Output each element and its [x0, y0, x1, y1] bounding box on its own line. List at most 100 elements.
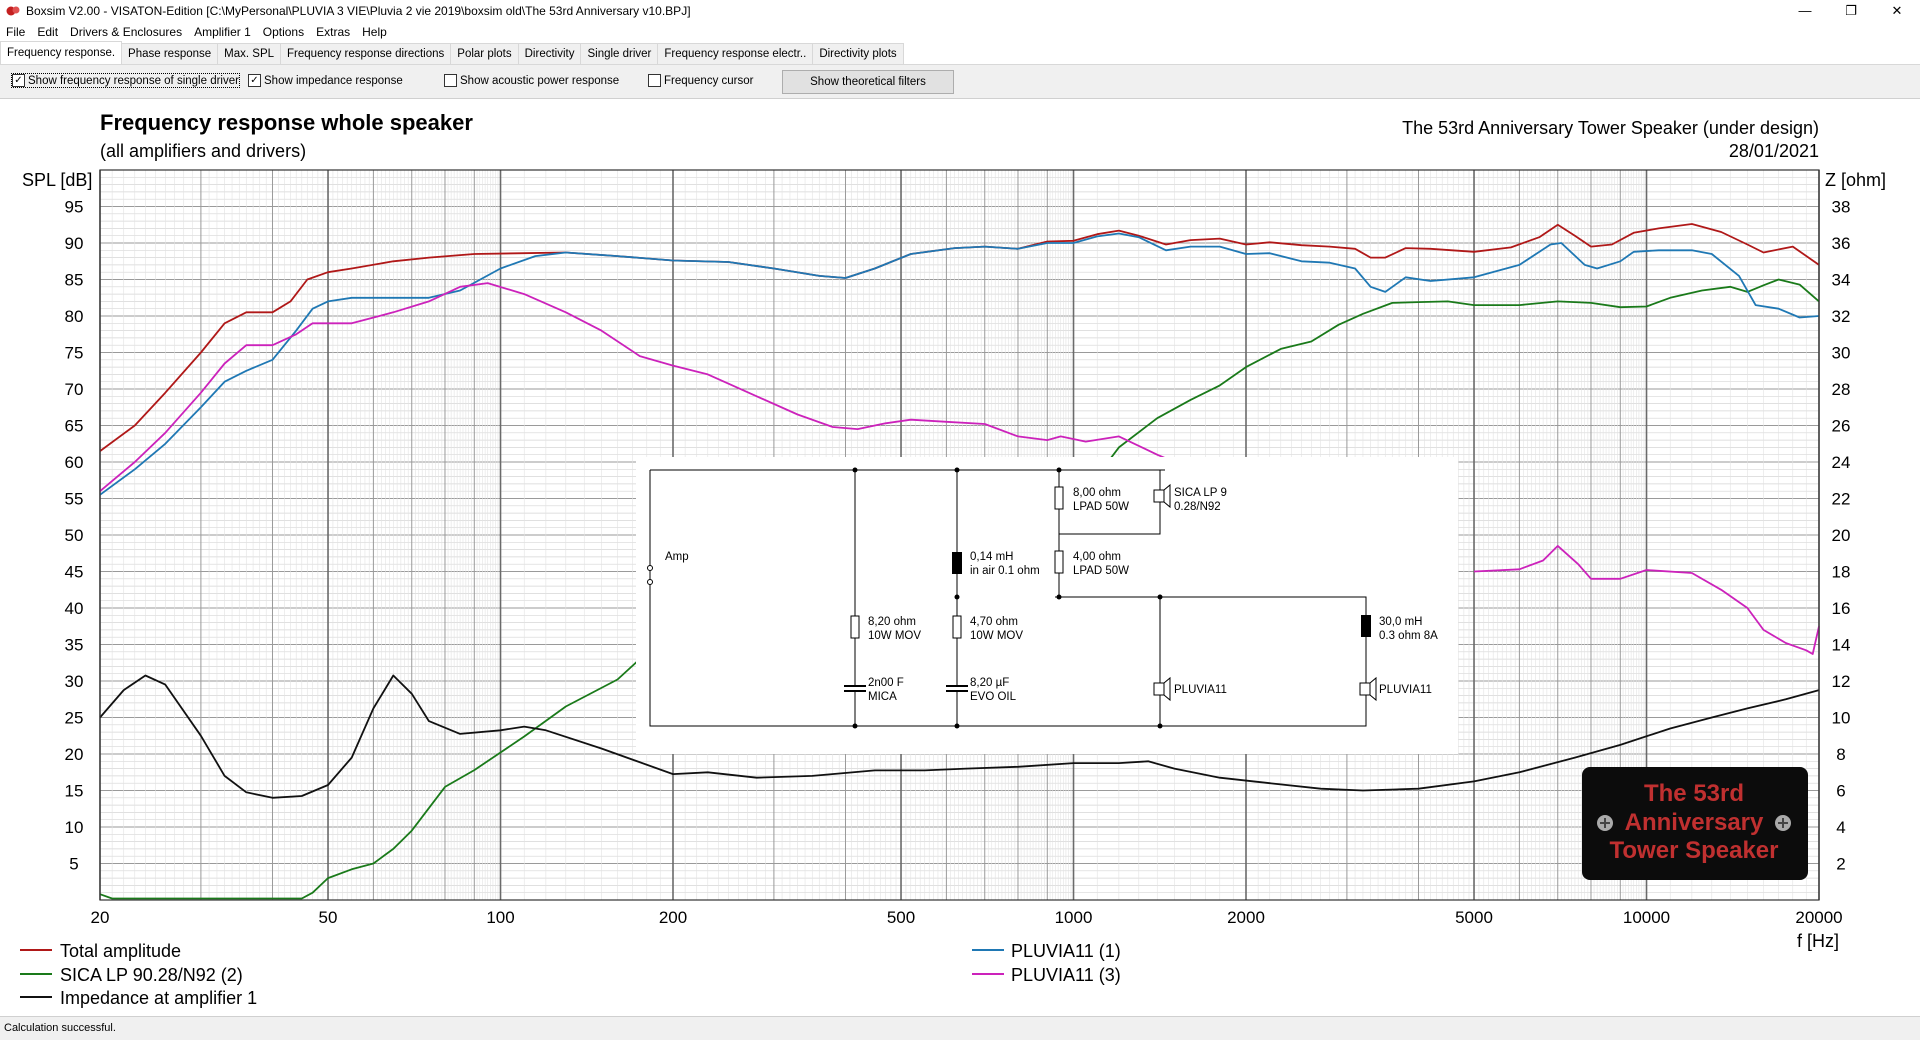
c1-value: 2n00 F: [868, 677, 904, 689]
y2-tick-label: 10: [1832, 709, 1851, 728]
x-tick-label: 20000: [1795, 908, 1842, 927]
single-driver-checkbox[interactable]: ✓ Show frequency response of single driv…: [11, 73, 240, 88]
frequency-cursor-checkbox[interactable]: Frequency cursor: [648, 74, 753, 87]
x-tick-label: 5000: [1455, 908, 1493, 927]
y2-tick-label: 6: [1836, 782, 1845, 801]
legend: Total amplitude SICA LP 90.28/N92 (2) Im…: [20, 941, 1121, 1008]
y-tick-label: 65: [65, 417, 84, 436]
r2-value: 4,70 ohm: [970, 616, 1018, 628]
series-line-0: [99, 223, 1820, 452]
y2-tick-label: 30: [1832, 344, 1851, 363]
y2-tick-label: 24: [1832, 453, 1851, 472]
checkbox-box: [444, 74, 457, 87]
tab-single-driver[interactable]: Single driver: [580, 43, 659, 64]
capacitor-symbol: [844, 685, 866, 692]
x-tick-label: 50: [319, 908, 338, 927]
inductor-symbol: [952, 552, 962, 574]
options-bar: ✓ Show frequency response of single driv…: [0, 65, 1920, 99]
y-tick-label: 80: [65, 307, 84, 326]
y-tick-label: 60: [65, 453, 84, 472]
legend-sica: SICA LP 90.28/N92 (2): [60, 965, 243, 985]
resistor-symbol: [850, 615, 860, 639]
y2-tick-label: 14: [1832, 636, 1851, 655]
tab-directivity-plots[interactable]: Directivity plots: [812, 43, 904, 64]
r4-value: 4,00 ohm: [1073, 551, 1121, 563]
d1-model: 0.28/N92: [1174, 501, 1221, 513]
y2-tick-label: 32: [1832, 307, 1851, 326]
y2-tick-label: 22: [1832, 490, 1851, 509]
c2-type: EVO OIL: [970, 691, 1017, 703]
series-line-4: [99, 674, 1820, 799]
d3-label: PLUVIA11: [1379, 684, 1432, 696]
menu-drivers-enclosures[interactable]: Drivers & Enclosures: [70, 25, 183, 39]
tab-max-spl[interactable]: Max. SPL: [217, 43, 282, 64]
r3-type: LPAD 50W: [1073, 501, 1129, 513]
series-line-3: [1473, 545, 1820, 655]
logo-line-1: The 53rd: [1644, 780, 1744, 807]
menu-bar: File Edit Drivers & Enclosures Amplifier…: [0, 21, 1920, 43]
tab-frequency-response[interactable]: Frequency response.: [0, 41, 123, 64]
l2-type: 0.3 ohm 8A: [1379, 630, 1438, 642]
resistor-symbol: [1054, 550, 1064, 574]
d2-label: PLUVIA11: [1174, 684, 1227, 696]
y2-tick-label: 36: [1832, 234, 1851, 253]
y2-tick-label: 16: [1832, 599, 1851, 618]
tab-directivity[interactable]: Directivity: [517, 43, 582, 64]
chart-axes: 5101520253035404550556065707580859095246…: [65, 169, 1851, 927]
x-tick-label: 500: [887, 908, 915, 927]
checkbox-box: ✓: [12, 74, 25, 87]
y2-tick-label: 38: [1832, 198, 1851, 217]
checkbox-label: Show frequency response of single driver: [28, 74, 239, 87]
checkbox-label: Frequency cursor: [664, 74, 754, 87]
resistor-symbol: [952, 615, 962, 639]
tab-polar-plots[interactable]: Polar plots: [450, 43, 519, 64]
x-tick-label: 20: [91, 908, 110, 927]
y2-tick-label: 8: [1836, 745, 1845, 764]
tab-strip: Frequency response. Phase response Max. …: [0, 41, 1920, 65]
boxsim-app-icon: [6, 6, 20, 15]
x-tick-label: 100: [486, 908, 514, 927]
maximize-button[interactable]: ❐: [1845, 2, 1857, 18]
x-tick-label: 2000: [1227, 908, 1265, 927]
project-date: 28/01/2021: [1729, 141, 1819, 161]
project-title: The 53rd Anniversary Tower Speaker (unde…: [1402, 118, 1819, 138]
series-line-1: [99, 278, 1820, 900]
frequency-response-chart: 5101520253035404550556065707580859095246…: [20, 110, 1886, 1008]
tab-frequency-response-directions[interactable]: Frequency response directions: [280, 43, 452, 64]
y-axis-label: SPL [dB]: [22, 170, 92, 190]
menu-options[interactable]: Options: [262, 25, 305, 39]
inductor-symbol: [1361, 615, 1371, 637]
y-tick-label: 55: [65, 490, 84, 509]
status-bar: Calculation successful.: [0, 1016, 1920, 1040]
tab-phase-response[interactable]: Phase response: [121, 43, 219, 64]
plot-frame: [99, 169, 1820, 901]
show-theoretical-filters-button[interactable]: Show theoretical filters: [782, 70, 954, 94]
menu-amplifier-1[interactable]: Amplifier 1: [194, 25, 251, 39]
r4-type: LPAD 50W: [1073, 565, 1129, 577]
y2-tick-label: 18: [1832, 563, 1851, 582]
minimize-button[interactable]: —: [1798, 3, 1812, 18]
tower-speaker-logo: The 53rd Anniversary Tower Speaker: [1582, 767, 1808, 880]
x-tick-label: 1000: [1055, 908, 1093, 927]
acoustic-power-checkbox[interactable]: Show acoustic power response: [444, 74, 619, 87]
checkbox-label: Show acoustic power response: [460, 74, 620, 87]
series-line-3: [99, 282, 1175, 492]
impedance-checkbox[interactable]: ✓ Show impedance response: [248, 74, 403, 87]
r1-value: 8,20 ohm: [868, 616, 916, 628]
checkbox-label: Show impedance response: [264, 74, 403, 87]
speaker-symbol: [1359, 682, 1371, 696]
chart-curves: [99, 223, 1820, 900]
title-bar: Boxsim V2.00 - VISATON-Edition [C:\MyPer…: [0, 0, 1920, 21]
menu-file[interactable]: File: [6, 25, 26, 39]
menu-edit[interactable]: Edit: [37, 25, 59, 39]
schematic-amp-label: Amp: [665, 551, 689, 563]
l1-value: 0,14 mH: [970, 551, 1013, 563]
menu-extras[interactable]: Extras: [316, 25, 351, 39]
resistor-symbol: [1054, 486, 1064, 510]
menu-help[interactable]: Help: [362, 25, 387, 39]
y-tick-label: 50: [65, 526, 84, 545]
y-tick-label: 5: [69, 855, 78, 874]
tab-frequency-response-electrical[interactable]: Frequency response electr..: [657, 43, 814, 64]
r1-type: 10W MOV: [868, 630, 921, 642]
close-button[interactable]: ✕: [1891, 2, 1903, 18]
